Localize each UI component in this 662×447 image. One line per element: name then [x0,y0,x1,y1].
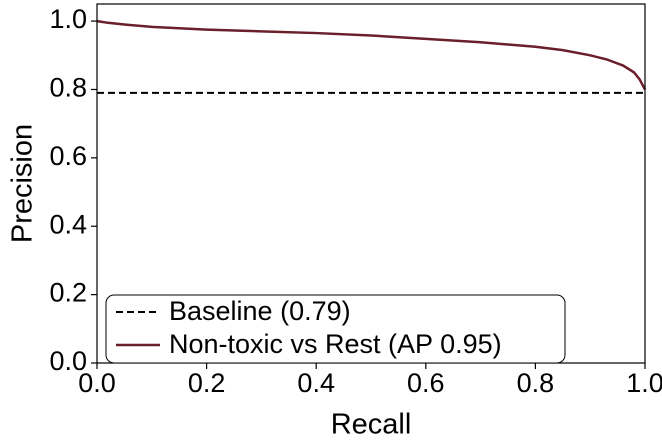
x-tick-label: 0.2 [188,368,226,398]
y-tick-label: 0.6 [49,141,87,171]
y-tick-label: 0.2 [49,278,87,308]
x-tick-label: 0.4 [297,368,335,398]
legend: Baseline (0.79)Non-toxic vs Rest (AP 0.9… [105,294,566,364]
x-tick-label: 0.6 [407,368,445,398]
y-tick-label: 1.0 [49,4,87,34]
y-tick-label: 0.0 [49,346,87,376]
y-tick-label: 0.4 [49,209,87,239]
x-axis-label: Recall [331,409,412,441]
y-axis-label: Precision [7,124,39,243]
x-tick-label: 1.0 [626,368,662,398]
y-tick-label: 0.8 [49,73,87,103]
legend-box [105,294,566,364]
x-tick-label: 0.8 [517,368,555,398]
x-tick-label: 0.0 [78,368,116,398]
series-line [96,19,647,91]
legend-label: Baseline (0.79) [169,296,351,326]
legend-label: Non-toxic vs Rest (AP 0.95) [169,329,502,359]
